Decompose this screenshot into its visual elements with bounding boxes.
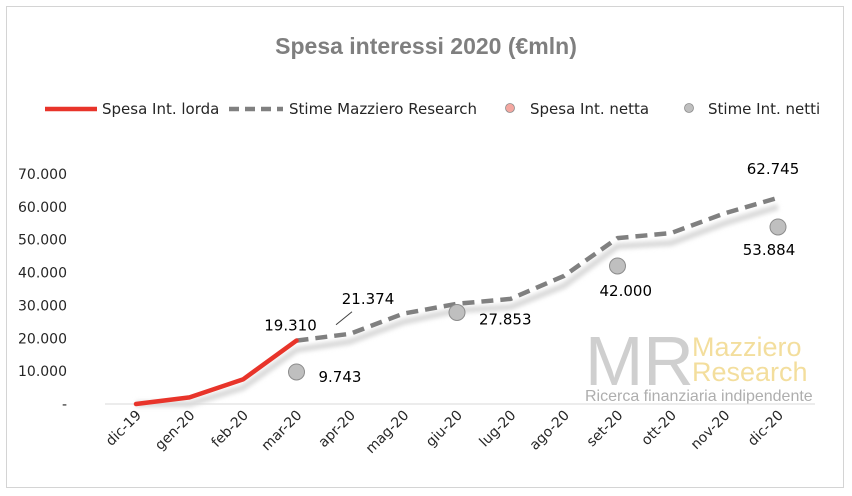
data-label: 42.000 bbox=[600, 282, 653, 300]
y-tick-label: 70.000 bbox=[18, 167, 67, 183]
net-estimate-marker bbox=[769, 218, 787, 236]
legend-item-2: Stime Mazziero Research bbox=[229, 100, 477, 118]
x-tick-label: lug-20 bbox=[477, 408, 520, 451]
x-tick-label: dic-19 bbox=[103, 408, 145, 450]
series-estimate-line bbox=[296, 195, 779, 343]
x-tick-label: apr-20 bbox=[316, 408, 359, 451]
series-gross-line bbox=[133, 338, 299, 407]
x-tick-label: giu-20 bbox=[423, 408, 466, 451]
y-tick-label: 50.000 bbox=[18, 233, 67, 249]
watermark-name-line1: Mazziero bbox=[692, 332, 802, 362]
y-tick-label: 40.000 bbox=[18, 266, 67, 282]
data-label: 27.853 bbox=[479, 310, 532, 328]
line-chart: Spesa interessi 2020 (€mln) Spesa Int. l… bbox=[18, 33, 820, 457]
x-tick-label: ago-20 bbox=[527, 408, 573, 454]
data-label: 19.310 bbox=[264, 317, 317, 335]
x-axis: dic-19 gen-20 feb-20 mar-20 apr-20 mag-20 giu-… bbox=[103, 403, 815, 457]
x-tick-label: set-20 bbox=[584, 408, 627, 451]
legend-label: Spesa Int. netta bbox=[530, 100, 649, 118]
x-tick-label: dic-20 bbox=[745, 408, 787, 450]
legend: Spesa Int. lorda Stime Mazziero Research S… bbox=[45, 100, 820, 118]
x-tick-label: ott-20 bbox=[639, 408, 680, 449]
legend-label: Stime Mazziero Research bbox=[289, 100, 477, 118]
legend-label: Spesa Int. lorda bbox=[102, 100, 219, 118]
watermark-logo: MR bbox=[585, 322, 694, 400]
net-estimate-marker bbox=[609, 257, 626, 275]
net-estimate-marker bbox=[288, 363, 305, 381]
chart-frame: Spesa interessi 2020 (€mln) Spesa Int. l… bbox=[6, 6, 844, 488]
x-tick-label: gen-20 bbox=[152, 408, 198, 454]
legend-item-3: Spesa Int. netta bbox=[505, 100, 649, 118]
net-estimate-marker bbox=[448, 303, 466, 321]
y-tick-label: 30.000 bbox=[18, 298, 67, 314]
x-tick-label: feb-20 bbox=[208, 408, 251, 451]
watermark: MR Mazziero Research Ricerca finanziaria… bbox=[585, 322, 813, 405]
data-label: 62.745 bbox=[747, 160, 800, 178]
y-tick-label: 10.000 bbox=[18, 364, 67, 380]
y-tick-label: - bbox=[62, 397, 67, 413]
y-tick-label: 60.000 bbox=[18, 200, 67, 216]
legend-item-4: Stime Int. netti bbox=[684, 100, 820, 118]
data-labels: 19.310 21.374 9.743 27.853 42.000 62.745 53.88… bbox=[264, 160, 799, 386]
watermark-tagline: Ricerca finanziaria indipendente bbox=[585, 388, 813, 405]
y-axis: - 10.000 20.000 30.000 40.000 50.000 60.000 70.… bbox=[18, 167, 67, 413]
watermark-name-line2: Research bbox=[692, 357, 808, 387]
legend-label: Stime Int. netti bbox=[708, 100, 820, 118]
x-tick-label: mag-20 bbox=[363, 408, 412, 457]
legend-item-1: Spesa Int. lorda bbox=[45, 100, 219, 118]
data-label: 21.374 bbox=[342, 290, 395, 308]
data-label: 53.884 bbox=[743, 241, 796, 259]
legend-swatch bbox=[505, 103, 515, 113]
y-tick-label: 20.000 bbox=[18, 331, 67, 347]
series-group bbox=[133, 195, 787, 407]
legend-swatch bbox=[684, 103, 694, 113]
x-tick-label: nov-20 bbox=[688, 408, 733, 453]
x-tick-label: mar-20 bbox=[259, 408, 306, 455]
chart-title: Spesa interessi 2020 (€mln) bbox=[275, 33, 577, 59]
data-label-leader bbox=[335, 311, 353, 326]
data-label: 9.743 bbox=[319, 368, 362, 386]
